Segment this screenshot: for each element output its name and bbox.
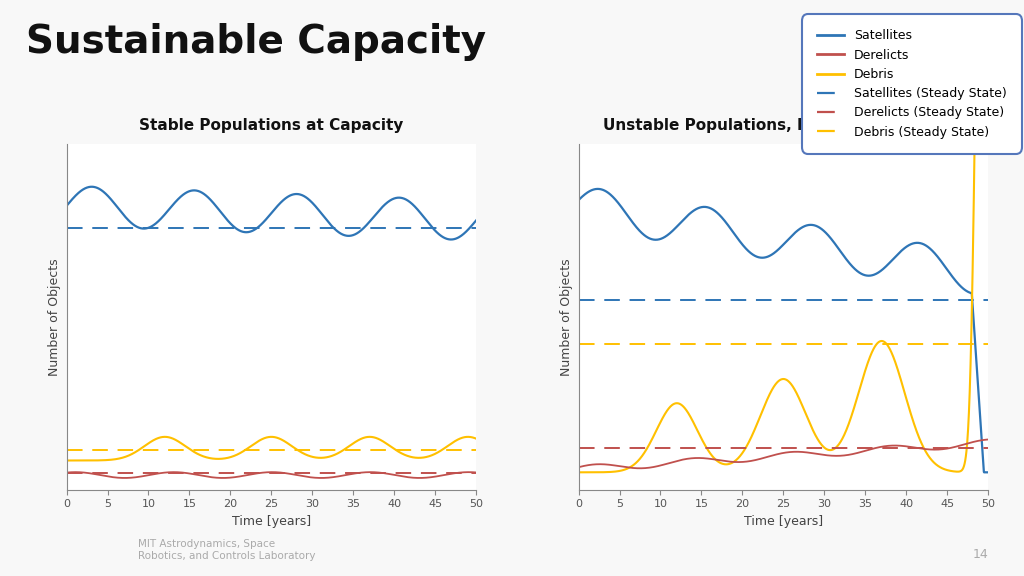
Y-axis label: Number of Objects: Number of Objects: [48, 258, 61, 376]
Text: MIT Astrodynamics, Space
Robotics, and Controls Laboratory: MIT Astrodynamics, Space Robotics, and C…: [138, 539, 315, 561]
Title: Unstable Populations, Exceeding Capacity: Unstable Populations, Exceeding Capacity: [603, 118, 964, 133]
Y-axis label: Number of Objects: Number of Objects: [560, 258, 573, 376]
Text: 14: 14: [973, 548, 988, 560]
X-axis label: Time [years]: Time [years]: [231, 515, 311, 528]
Legend: Satellites, Derelicts, Debris, Satellites (Steady State), Derelicts (Steady Stat: Satellites, Derelicts, Debris, Satellite…: [808, 21, 1016, 147]
X-axis label: Time [years]: Time [years]: [743, 515, 823, 528]
Title: Stable Populations at Capacity: Stable Populations at Capacity: [139, 118, 403, 133]
Text: Sustainable Capacity: Sustainable Capacity: [26, 23, 485, 61]
